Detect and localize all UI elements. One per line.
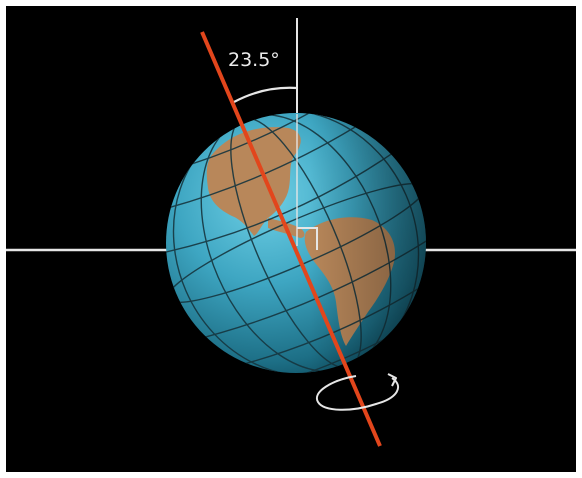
tilt-angle-arc xyxy=(233,86,298,103)
tilt-angle-label: 23.5° xyxy=(228,49,280,71)
earth-tilt-diagram: 23.5° xyxy=(6,18,576,447)
right-angle-icon xyxy=(297,227,318,250)
diagram-panel: 23.5° xyxy=(6,6,576,472)
rotation-arrow-icon xyxy=(315,373,400,411)
globe-icon xyxy=(166,113,426,373)
